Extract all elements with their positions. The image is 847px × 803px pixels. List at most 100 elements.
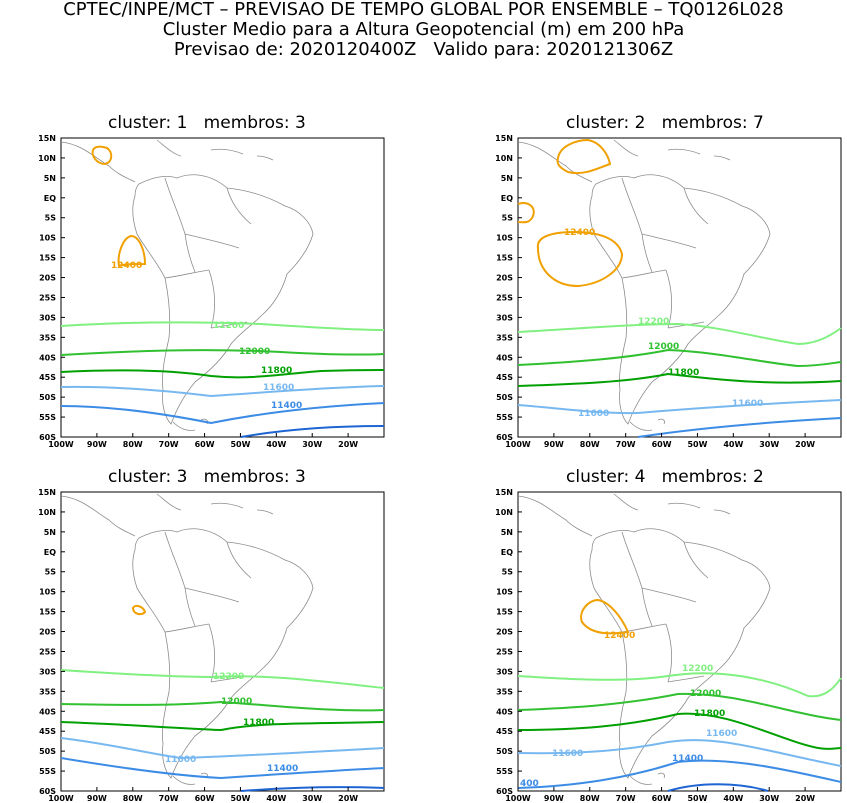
axis-ticks: 15N 10N 5N EQ 5S 10S 15S 20S 25S 30S 35S 40S 45S 50S 5… [38, 488, 358, 803]
contour-11600 [517, 399, 842, 415]
lat-tick-label: 45S [39, 727, 56, 736]
contour-label-11400: 11400 [271, 401, 302, 411]
lon-tick-label: 90W [544, 794, 564, 803]
contour-label-12400: 12400 [564, 228, 595, 238]
coastline-segment [713, 155, 731, 161]
axis-ticks: 15N 10N 5N EQ 5S 10S 15S 20S 25S 30S 35S 40S 45S 50S 5… [495, 134, 815, 449]
lat-tick-label: 45S [496, 727, 513, 736]
contour-12400 [517, 202, 535, 224]
coastline-segment [164, 531, 186, 589]
contour-label-11600: 11600 [706, 729, 737, 739]
lat-tick-label: 30S [39, 667, 56, 676]
lat-tick-label: 10N [38, 508, 56, 517]
lat-tick-label: 30S [39, 313, 56, 322]
lat-tick-label: 15N [38, 488, 56, 497]
lat-tick-label: 50S [39, 393, 56, 402]
lat-tick-label: 5N [501, 174, 513, 183]
lon-tick-label: 30W [759, 794, 779, 803]
contour-label-11800: 11800 [694, 709, 725, 719]
coastline-segment [629, 421, 653, 431]
lon-tick-label: 70W [159, 794, 179, 803]
contour-12400 [536, 230, 624, 288]
coastline-segment [184, 233, 240, 249]
contour-11200 [667, 783, 769, 792]
lat-tick-label: 40S [39, 353, 56, 362]
contour-11800 [60, 369, 385, 379]
coastline-segment [629, 775, 653, 785]
lat-tick-label: 55S [496, 413, 513, 422]
coastline-segment [517, 141, 593, 183]
contour-12000 [60, 700, 385, 712]
lon-tick-label: 100W [505, 794, 531, 803]
lon-tick-label: 50W [687, 440, 707, 449]
contour-12400 [580, 598, 630, 635]
contour-11600 [517, 739, 842, 767]
lat-tick-label: 45S [496, 373, 513, 382]
contour-11600 [60, 385, 385, 398]
coastline-segment [172, 421, 196, 431]
contour-11800 [517, 372, 842, 387]
lat-tick-label: 5S [45, 568, 57, 577]
lat-tick-label: 5S [502, 214, 514, 223]
lat-tick-label: 10S [39, 588, 56, 597]
lon-tick-label: 20W [338, 794, 358, 803]
coastline-segment [164, 269, 210, 279]
lat-tick-label: 5N [501, 528, 513, 537]
lat-tick-label: 30S [496, 667, 513, 676]
lat-tick-label: 5N [44, 174, 56, 183]
lon-tick-label: 40W [723, 794, 743, 803]
lat-tick-label: EQ [501, 194, 513, 203]
contour-label-11800: 11800 [668, 368, 699, 378]
coastline-segment [613, 139, 639, 157]
contour-label-12400: 12400 [604, 631, 635, 641]
coastline-segment [621, 269, 667, 279]
lat-tick-label: 20S [39, 274, 56, 283]
lat-tick-label: 5S [502, 568, 514, 577]
lat-tick-label: 40S [39, 707, 56, 716]
coastline-segment [621, 177, 643, 235]
coastline-segment [210, 502, 244, 509]
coastline [517, 493, 771, 785]
figure-title-line-3: Previsao de: 2020120400Z Valido para: 20… [173, 39, 674, 60]
contour-label-12200: 12200 [213, 672, 244, 682]
coastline-segment [683, 187, 709, 225]
lat-tick-label: 30S [496, 313, 513, 322]
lon-tick-label: 70W [159, 440, 179, 449]
contour-label-11600: 11600 [578, 409, 609, 419]
coastline-segment [256, 509, 274, 515]
lon-tick-label: 90W [544, 440, 564, 449]
lon-tick-label: 80W [580, 794, 600, 803]
lat-tick-label: 20S [39, 628, 56, 637]
lon-tick-label: 80W [123, 440, 143, 449]
map-frame [517, 491, 842, 792]
coastline [60, 139, 314, 431]
contour-12400 [556, 138, 612, 174]
coastline-segment [683, 541, 709, 579]
coastline-segment [657, 418, 665, 425]
contour-12000 [517, 348, 842, 368]
coastline-segment [60, 495, 136, 537]
lon-tick-label: 60W [195, 440, 215, 449]
lon-tick-label: 20W [795, 794, 815, 803]
lon-tick-label: 90W [87, 794, 107, 803]
lon-tick-label: 20W [338, 440, 358, 449]
coastline-segment [517, 495, 593, 537]
lat-tick-label: 35S [496, 687, 513, 696]
contour-12200 [517, 322, 842, 346]
lon-tick-label: 30W [759, 440, 779, 449]
contour-label-12000: 12000 [648, 342, 679, 352]
coastline-segment [226, 541, 252, 579]
lat-tick-label: 60S [496, 433, 513, 442]
coastline-segment [172, 775, 196, 785]
lat-tick-label: EQ [44, 548, 56, 557]
coastline-segment [589, 174, 771, 425]
coastline-segment [132, 174, 314, 425]
contour-12400 [131, 604, 147, 616]
contour-12200 [60, 321, 385, 331]
lon-tick-label: 90W [87, 440, 107, 449]
contour-label-11600: 11600 [732, 399, 763, 409]
panel-4-title: cluster: 4 membros: 2 [566, 467, 764, 487]
coastline-segment [665, 623, 672, 683]
lat-tick-label: 10S [496, 234, 513, 243]
